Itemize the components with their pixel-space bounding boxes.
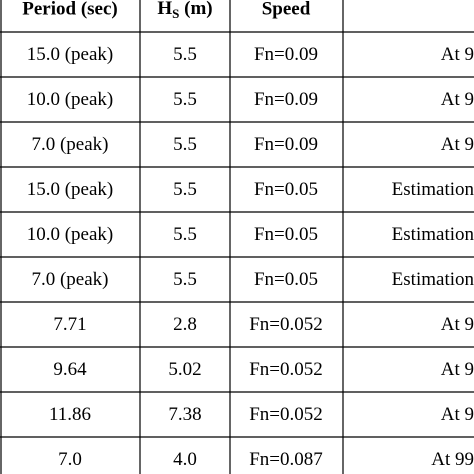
cell: Fn=0.087 xyxy=(249,449,323,470)
header-hs-unit: (m) xyxy=(179,0,212,19)
cell: 10.0 (peak) xyxy=(27,224,114,245)
cell: At 9 xyxy=(441,404,474,425)
cell: Fn=0.05 xyxy=(254,179,318,200)
cell: Estimation xyxy=(392,179,474,200)
cell: Fn=0.052 xyxy=(249,314,323,335)
cell: Estimation xyxy=(392,269,474,290)
cell: Fn=0.05 xyxy=(254,269,318,290)
cell: 10.0 (peak) xyxy=(27,89,114,110)
header-speed: Speed xyxy=(262,0,311,19)
cell: Fn=0.05 xyxy=(254,224,318,245)
cell: At 9 xyxy=(441,314,474,335)
cell: 7.38 xyxy=(168,404,201,425)
cell: At 99 xyxy=(431,449,474,470)
cell: Estimation xyxy=(392,224,474,245)
cell: 5.5 xyxy=(173,179,197,200)
cell: At 9 xyxy=(441,44,474,65)
cell: 5.02 xyxy=(168,359,201,380)
cell: 7.71 xyxy=(53,314,86,335)
grid xyxy=(0,0,344,474)
cell: 7.0 (peak) xyxy=(31,134,108,155)
cell: At 9 xyxy=(441,134,474,155)
cell: 5.5 xyxy=(173,89,197,110)
cell: Fn=0.09 xyxy=(254,89,318,110)
cell: At 9 xyxy=(441,359,474,380)
cell: 5.5 xyxy=(173,269,197,290)
cell: Fn=0.052 xyxy=(249,404,323,425)
cell: 15.0 (peak) xyxy=(27,179,114,200)
cell: 5.5 xyxy=(173,44,197,65)
header-hs-sub: S xyxy=(172,6,179,21)
cell: Fn=0.09 xyxy=(254,44,318,65)
cell: 7.0 (peak) xyxy=(31,269,108,290)
cell: Fn=0.052 xyxy=(249,359,323,380)
header-hs-main: H xyxy=(157,0,172,19)
cell: 11.86 xyxy=(49,404,91,425)
cell: 5.5 xyxy=(173,134,197,155)
cell: At 9 xyxy=(441,89,474,110)
cell: Fn=0.09 xyxy=(254,134,318,155)
cell: 9.64 xyxy=(53,359,87,380)
header-period: Period (sec) xyxy=(22,0,117,19)
cell: 2.8 xyxy=(173,314,197,335)
header-hs: HS (m) xyxy=(157,0,212,21)
cell: 15.0 (peak) xyxy=(27,44,114,65)
cell: 5.5 xyxy=(173,224,197,245)
cell: 4.0 xyxy=(173,449,197,470)
cell: 7.0 xyxy=(58,449,82,470)
